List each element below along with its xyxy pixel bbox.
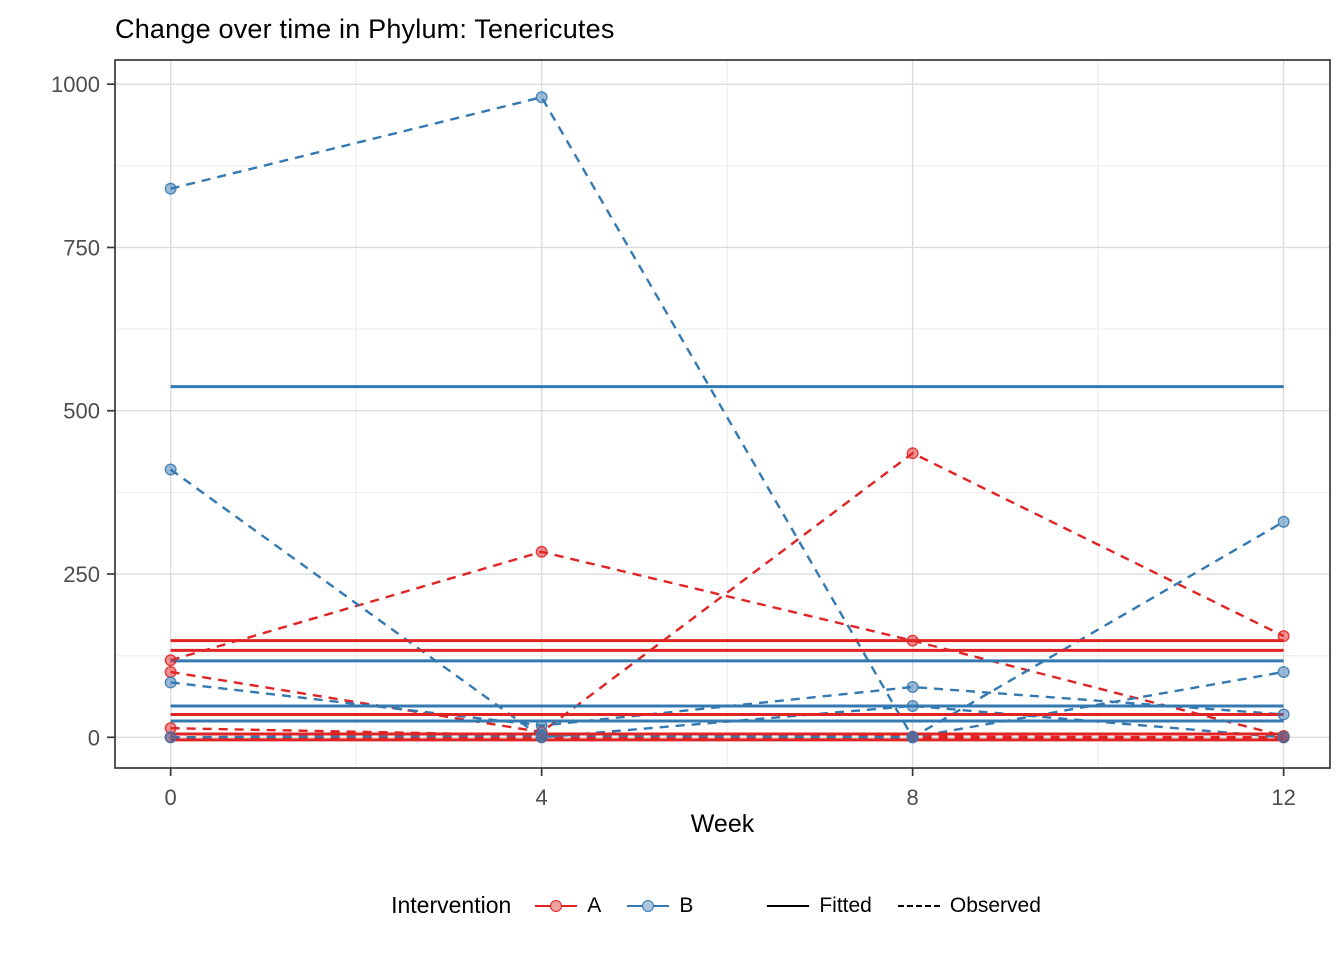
x-tick-label: 12 [1271,785,1295,810]
legend-label-a: A [587,893,602,917]
legend: Intervention A B Fitted Observed [44,892,1344,919]
data-point-b [164,676,177,689]
legend-key-b-point-icon [642,899,655,912]
data-point-b [535,91,548,104]
data-point-a [164,654,177,667]
x-tick-label: 0 [165,785,177,810]
data-point-b [164,463,177,476]
y-tick-label: 500 [63,399,100,424]
legend-label-b: B [679,893,694,917]
y-tick-label: 1000 [51,72,100,97]
legend-key-b [627,894,670,918]
legend-label-fitted: Fitted [819,893,872,917]
x-tick-label: 4 [536,785,548,810]
data-point-a [906,634,919,647]
data-point-b [164,731,177,744]
data-point-a [535,545,548,558]
data-point-b [906,731,919,744]
data-point-b [906,681,919,694]
x-axis-title: Week [690,810,755,838]
y-tick-label: 750 [63,235,100,260]
legend-title: Intervention [391,892,512,918]
data-point-b [1277,515,1290,528]
legend-key-observed-line-icon [897,904,940,907]
observed-line-b [170,95,1285,739]
data-point-b [1277,731,1290,744]
chart-title: Change over time in Phylum: Tenericutes [115,14,615,44]
data-point-b [1277,665,1290,678]
x-tick-label: 8 [907,785,919,810]
y-tick-label: 250 [63,562,100,587]
data-point-b [535,719,548,732]
y-tick-label: 0 [88,725,100,750]
data-point-b [535,729,548,742]
legend-key-observed [897,894,940,918]
legend-label-observed: Observed [949,893,1041,917]
legend-key-fitted-line-icon [767,904,810,907]
data-point-a [906,447,919,460]
data-point-a [1277,630,1290,643]
observed-line-a [170,550,1284,738]
legend-key-a-point-icon [550,899,563,912]
observed-line-b [170,681,1284,727]
data-point-b [1277,708,1290,721]
panel-border [114,59,1331,769]
observed-line-a [170,451,1285,734]
data-point-b [906,699,919,712]
data-point-b [164,182,177,195]
data-point-a [164,665,177,678]
legend-key-fitted [767,894,810,918]
legend-key-a [535,894,578,918]
